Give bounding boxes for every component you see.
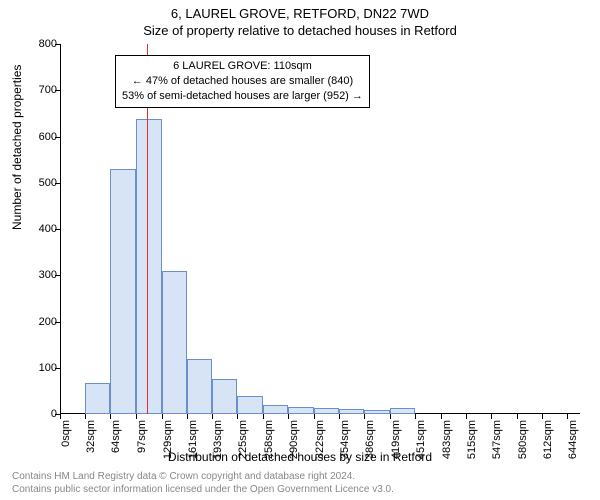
x-tick-mark <box>162 414 163 419</box>
info-line-larger: 53% of semi-detached houses are larger (… <box>122 89 363 104</box>
y-tick-label: 200 <box>27 316 57 328</box>
y-tick-mark <box>55 229 60 230</box>
x-tick-mark <box>441 414 442 419</box>
property-info-box: 6 LAUREL GROVE: 110sqm← 47% of detached … <box>115 55 370 108</box>
y-tick-label: 300 <box>27 269 57 281</box>
x-tick-mark <box>212 414 213 419</box>
x-tick-mark <box>60 414 61 419</box>
x-tick-label: 64sqm <box>110 420 112 453</box>
y-tick-label: 400 <box>27 223 57 235</box>
histogram-bar <box>263 405 288 414</box>
x-tick-mark <box>314 414 315 419</box>
y-tick-label: 700 <box>27 84 57 96</box>
histogram-bar <box>187 359 212 415</box>
y-tick-mark <box>55 275 60 276</box>
x-tick-mark <box>517 414 518 419</box>
histogram-bar <box>212 379 237 414</box>
y-tick-mark <box>55 137 60 138</box>
histogram-bar <box>237 396 263 415</box>
x-tick-mark <box>415 414 416 419</box>
attribution-footer: Contains HM Land Registry data © Crown c… <box>12 470 394 496</box>
histogram-bar <box>314 408 339 414</box>
histogram-bar <box>364 410 390 414</box>
histogram-bar <box>162 271 187 414</box>
histogram-bar <box>110 169 136 414</box>
histogram-bar <box>390 408 415 414</box>
x-tick-mark <box>491 414 492 419</box>
x-tick-label: 0sqm <box>60 420 62 447</box>
y-tick-mark <box>55 90 60 91</box>
page-title-address: 6, LAUREL GROVE, RETFORD, DN22 7WD <box>0 0 600 21</box>
y-tick-label: 600 <box>27 131 57 143</box>
y-tick-mark <box>55 368 60 369</box>
x-tick-label: 97sqm <box>136 420 138 453</box>
y-tick-label: 500 <box>27 177 57 189</box>
histogram-bar <box>339 409 364 414</box>
histogram-bar <box>136 119 161 414</box>
footer-line1: Contains HM Land Registry data © Crown c… <box>12 470 394 483</box>
y-tick-label: 100 <box>27 362 57 374</box>
y-tick-label: 0 <box>27 408 57 420</box>
y-axis-label: Number of detached properties <box>10 65 24 230</box>
page-title-desc: Size of property relative to detached ho… <box>0 21 600 38</box>
x-tick-mark <box>85 414 86 419</box>
x-tick-mark <box>110 414 111 419</box>
chart-container: 01002003004005006007008000sqm32sqm64sqm9… <box>60 44 580 414</box>
x-tick-mark <box>390 414 391 419</box>
x-tick-mark <box>237 414 238 419</box>
x-axis-label: Distribution of detached houses by size … <box>0 450 600 464</box>
x-tick-mark <box>187 414 188 419</box>
histogram-plot: 01002003004005006007008000sqm32sqm64sqm9… <box>60 44 580 414</box>
x-tick-mark <box>364 414 365 419</box>
footer-line2: Contains public sector information licen… <box>12 483 394 496</box>
info-line-size: 6 LAUREL GROVE: 110sqm <box>122 59 363 74</box>
x-tick-mark <box>542 414 543 419</box>
y-tick-label: 800 <box>27 38 57 50</box>
histogram-bar <box>288 407 313 414</box>
x-tick-mark <box>466 414 467 419</box>
x-tick-mark <box>339 414 340 419</box>
info-line-smaller: ← 47% of detached houses are smaller (84… <box>122 74 363 89</box>
x-tick-mark <box>567 414 568 419</box>
histogram-bar <box>85 383 110 414</box>
y-tick-mark <box>55 44 60 45</box>
x-tick-mark <box>263 414 264 419</box>
y-tick-mark <box>55 183 60 184</box>
x-tick-mark <box>136 414 137 419</box>
y-tick-mark <box>55 322 60 323</box>
x-tick-label: 32sqm <box>85 420 87 453</box>
x-tick-mark <box>288 414 289 419</box>
